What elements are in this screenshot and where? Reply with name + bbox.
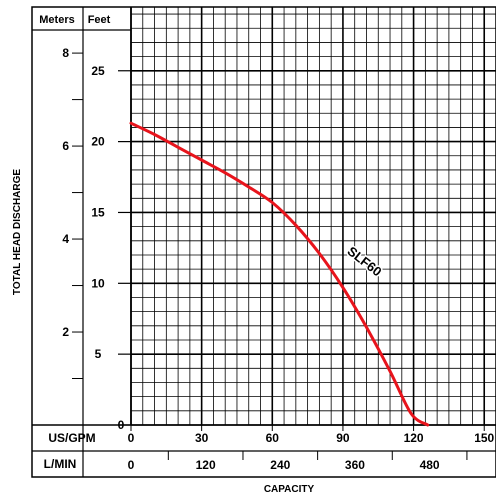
lmin-tick-label: 240 [270,458,290,472]
gpm-tick-label: 150 [474,431,494,445]
meters-tick-label: 2 [62,325,69,339]
chart-series: SLF60 [129,121,430,427]
feet-tick-label: 0 [118,418,125,432]
meters-tick-label: 8 [62,46,69,60]
gpm-unit-label: US/GPM [48,431,95,445]
meters-tick-label: 4 [62,232,69,246]
series-line-slf60 [129,121,430,427]
x-axis-title: CAPACITY [264,484,315,495]
gpm-tick-label: 120 [404,431,424,445]
feet-tick-label: 20 [91,135,105,149]
gpm-tick-label: 30 [195,431,209,445]
lmin-tick-label: 480 [420,458,440,472]
outer-border [31,6,496,478]
header-meters: Meters [39,14,74,26]
gpm-tick-label: 60 [266,431,280,445]
feet-tick-label: 10 [91,276,105,290]
lmin-tick-label: 360 [345,458,365,472]
gpm-tick-label: 0 [128,431,135,445]
y-axis-title: TOTAL HEAD DISCHARGE [12,169,23,295]
meters-tick-label: 6 [62,139,69,153]
feet-tick-label: 5 [95,347,102,361]
lmin-tick-label: 120 [196,458,216,472]
header-feet: Feet [88,14,111,26]
chart-grid [130,7,496,426]
gpm-tick-label: 90 [336,431,350,445]
lmin-tick-label: 0 [128,458,135,472]
lmin-unit-label: L/MIN [44,457,77,471]
chart-frame: Meters Feet [31,6,496,478]
feet-tick-label: 25 [91,64,105,78]
chart-axes: 0 5 10 15 20 25 2 4 6 8 TOTAL HEAD DISCHARGE US/GPM… [12,46,495,495]
feet-tick-label: 15 [91,205,105,219]
